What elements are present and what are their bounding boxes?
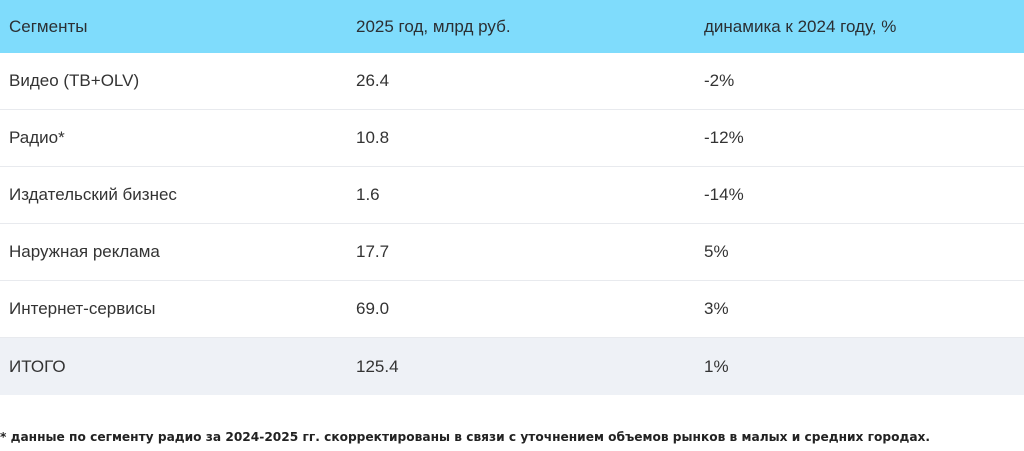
segment-value: 10.8 [356,128,390,147]
segment-name: Интернет-сервисы [9,299,156,318]
header-dynamics: динамика к 2024 году, % [704,16,897,36]
table-header-row: Сегменты 2025 год, млрд руб. динамика к … [0,0,1024,53]
segment-value: 1.6 [356,185,380,204]
segment-value: 69.0 [356,299,390,318]
footnote: * данные по сегменту радио за 2024-2025 … [0,430,931,444]
table-row: Интернет-сервисы 69.0 3% [0,281,1024,338]
ad-market-table: Сегменты 2025 год, млрд руб. динамика к … [0,0,1024,395]
total-label: ИТОГО [9,356,66,376]
segment-dynamics: -2% [704,71,735,90]
total-dynamics: 1% [704,356,729,376]
segment-value: 17.7 [356,242,390,261]
header-segments: Сегменты [9,16,88,36]
table-total-row: ИТОГО 125.4 1% [0,338,1024,395]
total-value: 125.4 [356,356,399,376]
table-row: Видео (ТВ+OLV) 26.4 -2% [0,53,1024,110]
table-row: Радио* 10.8 -12% [0,110,1024,167]
table-row: Издательский бизнес 1.6 -14% [0,167,1024,224]
segment-dynamics: 5% [704,242,729,261]
segment-name: Радио* [9,128,65,147]
segment-dynamics: 3% [704,299,729,318]
table-row: Наружная реклама 17.7 5% [0,224,1024,281]
segment-name: Видео (ТВ+OLV) [9,71,140,90]
segment-name: Наружная реклама [9,242,160,261]
segment-dynamics: -14% [704,185,744,204]
segment-dynamics: -12% [704,128,744,147]
header-2025-value: 2025 год, млрд руб. [356,16,511,36]
segment-name: Издательский бизнес [9,185,177,204]
segment-value: 26.4 [356,71,390,90]
